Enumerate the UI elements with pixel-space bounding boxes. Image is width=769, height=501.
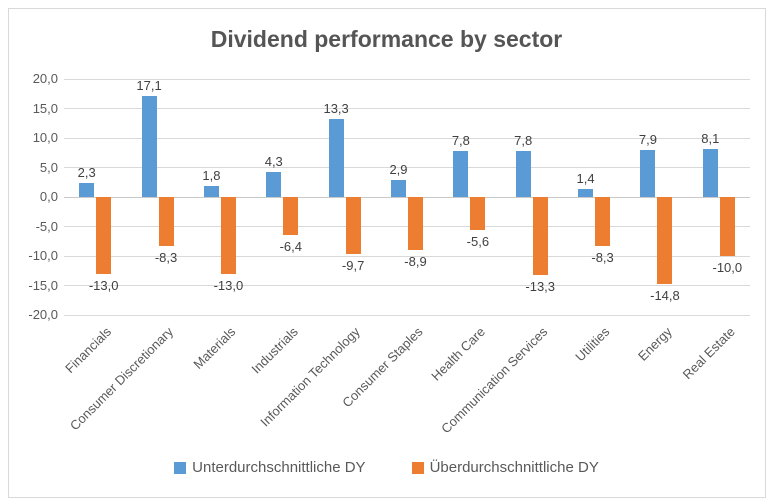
legend-swatch-orange-icon — [411, 461, 424, 474]
legend-item-ueberdurchschnittliche: Überdurchschnittliche DY — [411, 459, 599, 476]
legend-item-unterdurchschnittliche: Unterdurchschnittliche DY — [174, 459, 366, 476]
legend: Unterdurchschnittliche DY Überdurchschni… — [8, 459, 765, 476]
chart-frame — [8, 8, 766, 498]
legend-swatch-blue-icon — [174, 461, 187, 474]
chart-title: Dividend performance by sector — [210, 26, 563, 52]
legend-label-series1: Unterdurchschnittliche DY — [192, 459, 366, 476]
legend-label-series2: Überdurchschnittliche DY — [429, 459, 599, 476]
